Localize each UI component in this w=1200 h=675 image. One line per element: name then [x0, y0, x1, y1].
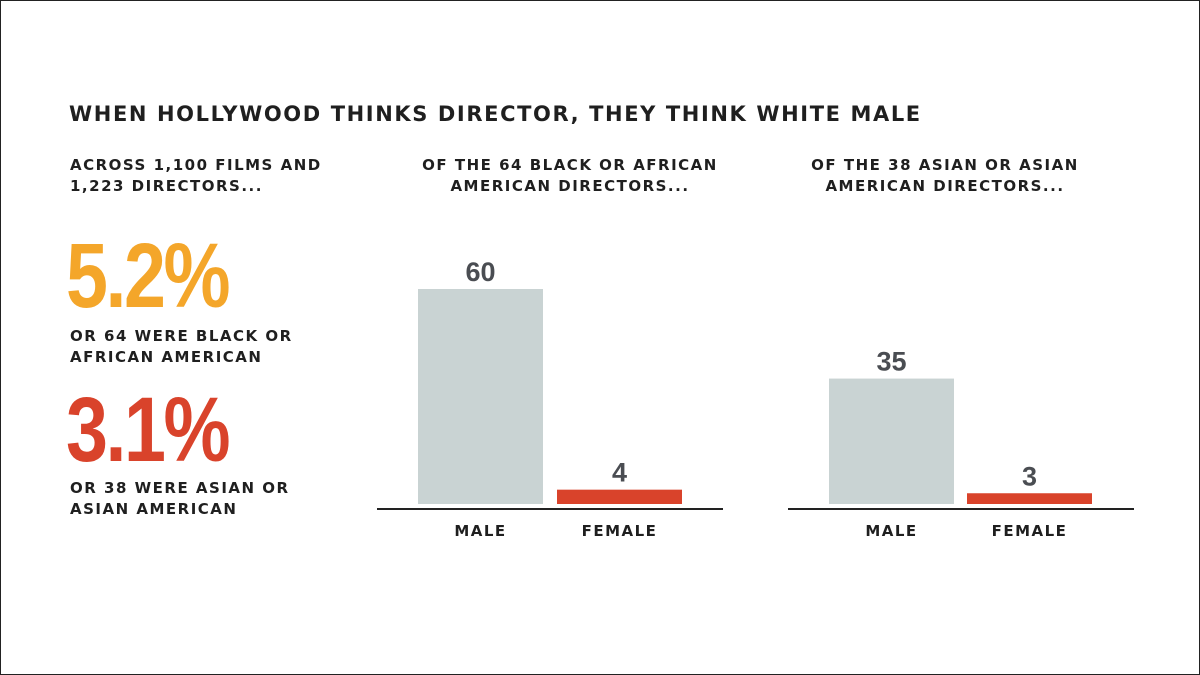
bar-charts: 60 MALE 4 FEMALE 35 MALE 3 FEMALE — [377, 257, 1134, 540]
stat-black-caption: OR 64 WERE BLACK OR AFRICAN AMERICAN — [70, 327, 293, 366]
category-label: FEMALE — [582, 522, 658, 540]
bar-male-0 — [418, 289, 543, 504]
bar-value-label: 60 — [465, 257, 495, 287]
category-label: FEMALE — [992, 522, 1068, 540]
bar-female-1 — [967, 493, 1092, 504]
bar-value-label: 4 — [612, 458, 627, 488]
category-label: MALE — [454, 522, 506, 540]
bar-male-1 — [829, 378, 954, 504]
stat-black-percent: 5.2% — [66, 225, 231, 327]
bar-female-0 — [557, 489, 682, 504]
figure-title: WHEN HOLLYWOOD THINKS DIRECTOR, THEY THI… — [69, 102, 922, 126]
intro-text: ACROSS 1,100 FILMS AND 1,223 DIRECTORS..… — [70, 156, 322, 195]
stat-asian-percent: 3.1% — [66, 379, 231, 481]
category-label: MALE — [865, 522, 917, 540]
bar-value-label: 3 — [1022, 461, 1037, 491]
chart-title-black: OF THE 64 BLACK OR AFRICAN AMERICAN DIRE… — [422, 156, 718, 195]
stat-asian-caption: OR 38 WERE ASIAN OR ASIAN AMERICAN — [70, 479, 290, 518]
bar-value-label: 35 — [876, 347, 906, 377]
chart-title-asian: OF THE 38 ASIAN OR ASIAN AMERICAN DIRECT… — [811, 156, 1079, 195]
